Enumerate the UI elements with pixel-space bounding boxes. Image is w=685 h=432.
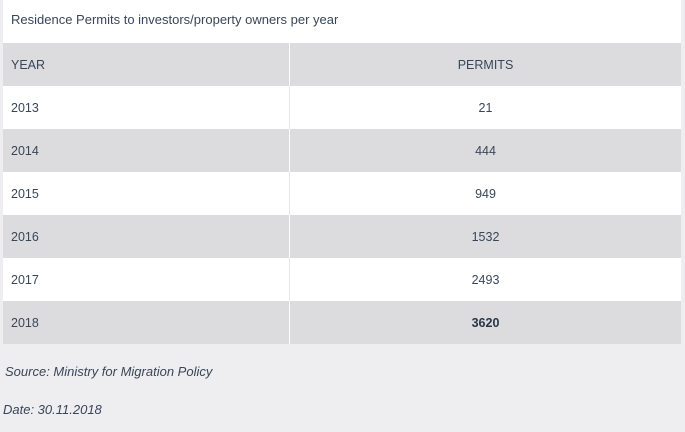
table-row: 2018 3620 xyxy=(3,301,681,344)
permits-cell: 949 xyxy=(475,186,496,201)
year-cell: 2015 xyxy=(3,172,290,215)
table-row: 2017 2493 xyxy=(3,258,681,301)
table-row: 2016 1532 xyxy=(3,215,681,258)
permits-cell-highlight: 3620 xyxy=(471,315,500,330)
table-body: 2013 21 2014 444 2015 949 2016 1532 2017… xyxy=(3,86,681,344)
table-row: 2014 444 xyxy=(3,129,681,172)
permits-cell: 1532 xyxy=(471,229,500,244)
year-cell: 2016 xyxy=(3,215,290,258)
table-caption: Residence Permits to investors/property … xyxy=(11,12,339,27)
source-note: Source: Ministry for Migration Policy xyxy=(5,364,213,379)
table-head: YEAR PERMITS xyxy=(3,43,681,86)
permits-table: YEAR PERMITS 2013 21 2014 444 2015 949 2… xyxy=(3,43,681,344)
year-cell: 2014 xyxy=(3,129,290,172)
permits-cell: 444 xyxy=(475,143,496,158)
date-note: Date: 30.11.2018 xyxy=(3,402,102,417)
permits-table-card: Residence Permits to investors/property … xyxy=(3,0,681,344)
table-row: 2015 949 xyxy=(3,172,681,215)
year-cell: 2013 xyxy=(3,86,290,129)
year-cell: 2018 xyxy=(3,301,290,344)
table-row: 2013 21 xyxy=(3,86,681,129)
header-row: YEAR PERMITS xyxy=(3,43,681,86)
header-year: YEAR xyxy=(3,43,290,86)
year-cell: 2017 xyxy=(3,258,290,301)
permits-cell: 2493 xyxy=(471,272,500,287)
permits-cell: 21 xyxy=(478,100,493,115)
header-permits: PERMITS xyxy=(457,57,514,72)
